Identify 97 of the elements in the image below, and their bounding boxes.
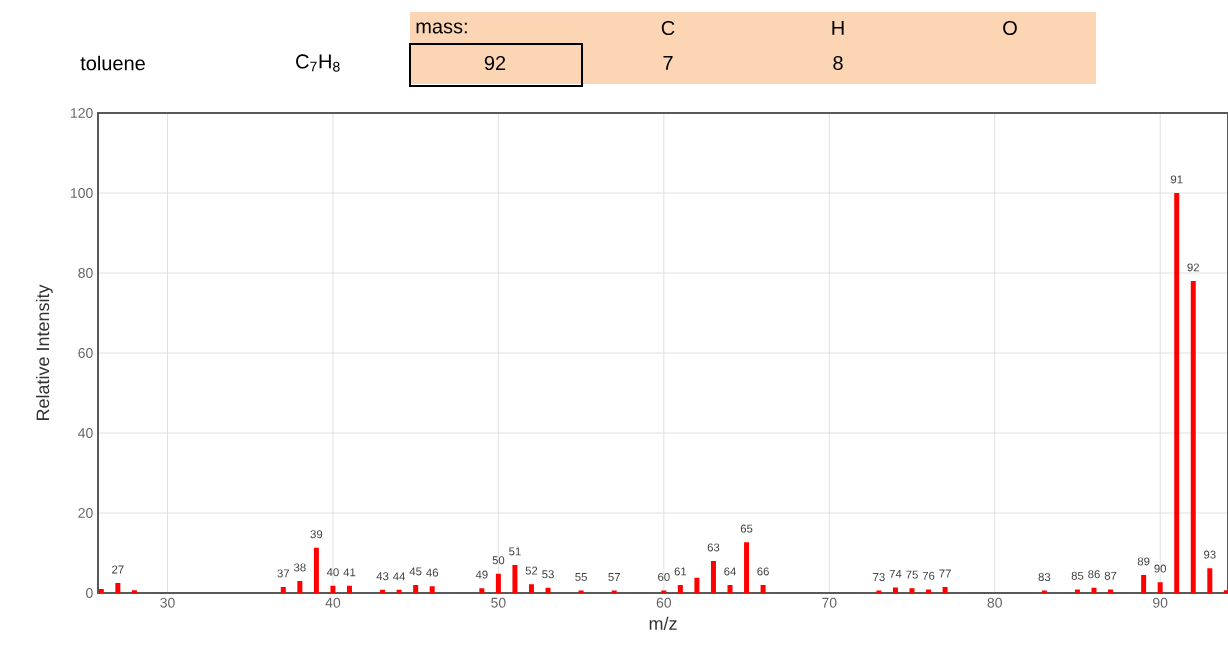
bar [313,547,319,593]
bar [1157,582,1163,593]
annotation: 61 [674,567,687,576]
annotation: 53 [542,570,554,579]
annotation: 44 [393,572,406,581]
annotation: 50 [492,556,505,565]
bar [892,587,898,593]
annotation: 51 [509,547,521,556]
y-tick-label: 120 [71,108,93,118]
annotation: 57 [608,573,620,581]
annotation: 49 [475,570,488,579]
x-tick-label: 40 [325,597,341,608]
x-tick-label: 60 [656,597,672,608]
annotation: 52 [525,566,538,575]
annotation: 46 [426,568,439,577]
text: toluene [80,55,145,71]
bar [512,565,518,593]
bar [909,588,915,593]
text: H [832,21,844,35]
annotation: 74 [889,570,902,578]
annotation: 92 [1187,263,1199,272]
bar [744,542,750,593]
y-tick-label: 20 [78,508,93,518]
bar [1207,568,1213,593]
annotation: 60 [658,572,670,581]
annotation: 66 [757,567,769,576]
annotation: 41 [343,568,356,577]
bar [545,587,551,593]
y-tick-label: 80 [78,268,93,278]
bar [131,590,137,593]
bar [280,587,286,593]
bar [413,585,419,593]
x-tick-label: 50 [491,597,506,608]
annotation: 39 [310,530,323,539]
annotation: 45 [409,567,422,576]
x-tick-label: 30 [160,597,175,608]
text: C [661,20,675,36]
annotation: 86 [1088,570,1100,579]
y-tick-label: 40 [78,428,93,438]
bar [710,561,716,593]
annotation: 83 [1038,572,1051,581]
bar [479,588,485,593]
y-tick-label: 60 [78,348,93,358]
bar [760,585,766,593]
bar [346,585,352,593]
bar [1108,589,1114,593]
annotation: 87 [1104,571,1117,580]
annotation: 65 [740,524,753,533]
text: 8 [833,55,843,71]
annotation: 85 [1071,571,1084,580]
bar [727,585,733,593]
bar [297,581,303,593]
text: O [1003,20,1017,36]
bar [528,584,534,593]
text: mass: [416,22,467,34]
annotation: 89 [1137,557,1150,566]
bar [942,587,948,593]
annotation: 63 [707,543,720,552]
y-tick-label: 0 [86,588,93,598]
y-tick-label: 100 [71,188,93,198]
bar [380,589,386,593]
bar [98,589,104,593]
text: 92 [484,55,506,71]
bar [1091,587,1097,593]
annotation: 40 [326,568,339,577]
bar [396,589,402,593]
annotation: 73 [873,572,885,581]
annotation: 64 [724,567,736,576]
annotation: 77 [939,569,951,578]
annotation: 55 [575,573,587,581]
bar [115,583,121,593]
bar [1174,193,1180,593]
bar [1141,575,1147,593]
x-tick-label: 70 [822,597,837,608]
annotation: 37 [277,569,290,578]
bar [677,585,683,593]
bar [926,589,932,593]
bar [1074,589,1080,593]
bar [495,573,501,593]
annotation: 38 [293,563,306,572]
x-tick-label: 80 [987,597,1002,608]
bar [330,585,336,593]
bar [1190,281,1196,593]
text: C$_{7}$H$_{8}$ [296,54,340,72]
bar [694,577,700,593]
annotation: 91 [1170,175,1183,184]
annotation: 75 [906,570,918,579]
y-axis-title: Relative Intensity [35,284,53,421]
x-axis-title: m/z [649,616,677,630]
bar [429,586,435,593]
x-tick-label: 90 [1153,597,1168,608]
annotation: 90 [1154,564,1167,573]
annotation: 43 [376,572,389,581]
annotation: 76 [922,571,935,580]
text: 7 [663,56,673,70]
annotation: 27 [112,565,124,574]
annotation: 93 [1204,550,1216,559]
